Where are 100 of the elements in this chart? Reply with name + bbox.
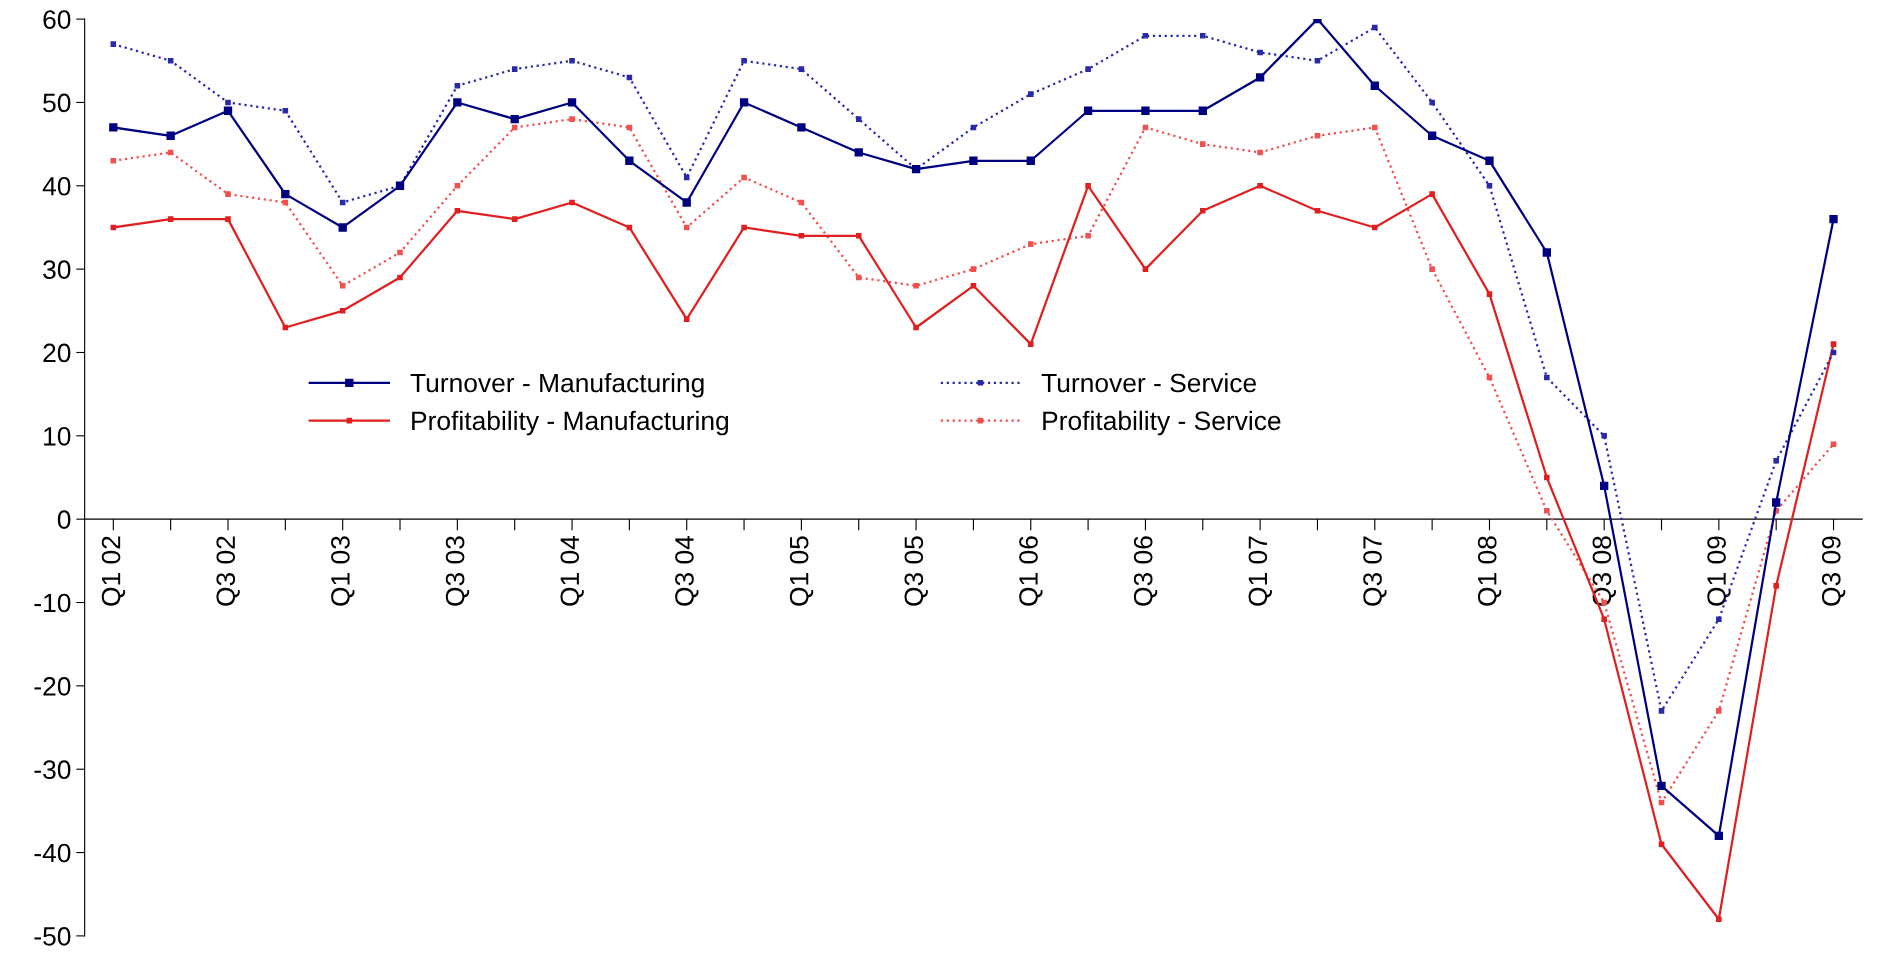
point	[1599, 481, 1609, 491]
legend-label: Profitability - Service	[1043, 410, 1281, 436]
point	[225, 216, 231, 222]
point	[109, 123, 118, 132]
point	[741, 57, 747, 64]
point	[1199, 141, 1206, 147]
point	[339, 308, 346, 314]
point	[1027, 241, 1034, 247]
y-tick-label: -40	[34, 843, 71, 863]
point	[1314, 208, 1321, 214]
point	[1199, 208, 1206, 214]
point	[913, 283, 919, 289]
point	[1429, 191, 1435, 197]
x-tick-label: Q3 09	[1821, 536, 1846, 606]
y-tick-label: 30	[43, 260, 71, 279]
point	[1486, 291, 1493, 297]
point	[1601, 433, 1607, 439]
point	[1716, 616, 1722, 622]
x-tick-label: Q3 04	[675, 535, 699, 606]
x-tick-label: Q3 07	[1363, 536, 1387, 606]
x-tick-label: Q1 03	[331, 536, 355, 606]
point	[454, 82, 461, 89]
y-tick-label: 50	[43, 93, 71, 113]
point	[397, 274, 403, 281]
point	[397, 249, 403, 256]
x-tick-label: Q1 04	[560, 535, 584, 606]
point	[1198, 106, 1207, 115]
y-tick-label: -50	[34, 927, 71, 946]
point	[339, 283, 346, 289]
point	[1657, 781, 1666, 791]
point	[1772, 498, 1781, 507]
y-tick-label: 0	[57, 510, 71, 529]
x-tick-label: Q1 08	[1477, 536, 1502, 606]
point	[1544, 474, 1550, 481]
x-tick-label: Q1 07	[1248, 536, 1272, 606]
point	[569, 57, 575, 64]
point	[1257, 49, 1263, 56]
point	[1027, 91, 1034, 97]
x-tick-label: Q1 06	[1019, 536, 1043, 606]
point	[338, 223, 347, 232]
point	[1429, 266, 1435, 272]
point	[110, 158, 117, 164]
y-tick-label: 10	[44, 426, 71, 446]
y-tick-label: 60	[43, 10, 71, 29]
point	[1544, 374, 1550, 381]
point	[223, 106, 233, 115]
point	[1314, 133, 1321, 139]
point	[855, 274, 862, 281]
point	[1199, 32, 1206, 39]
point	[970, 283, 977, 289]
point	[1085, 233, 1091, 239]
point	[913, 324, 919, 331]
point	[855, 233, 862, 239]
y-tick-label: -10	[34, 593, 71, 613]
point	[1601, 616, 1607, 622]
point	[1542, 248, 1551, 257]
point	[282, 108, 289, 114]
point	[797, 123, 806, 132]
point	[225, 99, 231, 106]
point	[969, 156, 978, 165]
x-tick-label: Q1 02	[101, 536, 126, 606]
point	[1314, 57, 1321, 64]
legend-label: Turnover - Service	[1041, 372, 1256, 393]
y-tick-label: 40	[42, 176, 71, 196]
x-tick-label: Q1 05	[789, 536, 814, 606]
point	[1083, 106, 1093, 115]
legend-label: Profitability - Manufacturing	[412, 410, 729, 436]
point	[167, 216, 174, 222]
point	[1370, 81, 1379, 90]
x-tick-label: Q3 02	[216, 536, 240, 606]
point	[1773, 458, 1779, 464]
point	[798, 233, 805, 239]
point	[1142, 32, 1149, 39]
point	[569, 116, 575, 122]
point	[1658, 841, 1665, 847]
point	[1544, 508, 1550, 514]
point	[281, 189, 290, 199]
point	[167, 57, 174, 64]
point	[110, 41, 117, 47]
point	[1372, 124, 1378, 131]
legend-label: Turnover - Manufacturing	[410, 372, 704, 398]
point	[1257, 183, 1263, 189]
point	[1085, 183, 1091, 189]
point	[970, 266, 977, 272]
point	[1257, 149, 1263, 156]
point	[1429, 99, 1435, 106]
point	[739, 98, 749, 107]
point	[1372, 24, 1378, 31]
point	[511, 216, 518, 222]
point	[1830, 441, 1837, 447]
point	[511, 66, 518, 72]
point	[1141, 106, 1150, 115]
point	[225, 191, 231, 197]
point	[1485, 156, 1494, 165]
point	[453, 98, 462, 107]
point	[798, 66, 805, 72]
y-tick-label: -20	[34, 677, 71, 696]
point	[1255, 73, 1265, 82]
x-tick-label: Q1 09	[1707, 536, 1731, 606]
point	[1829, 214, 1838, 224]
